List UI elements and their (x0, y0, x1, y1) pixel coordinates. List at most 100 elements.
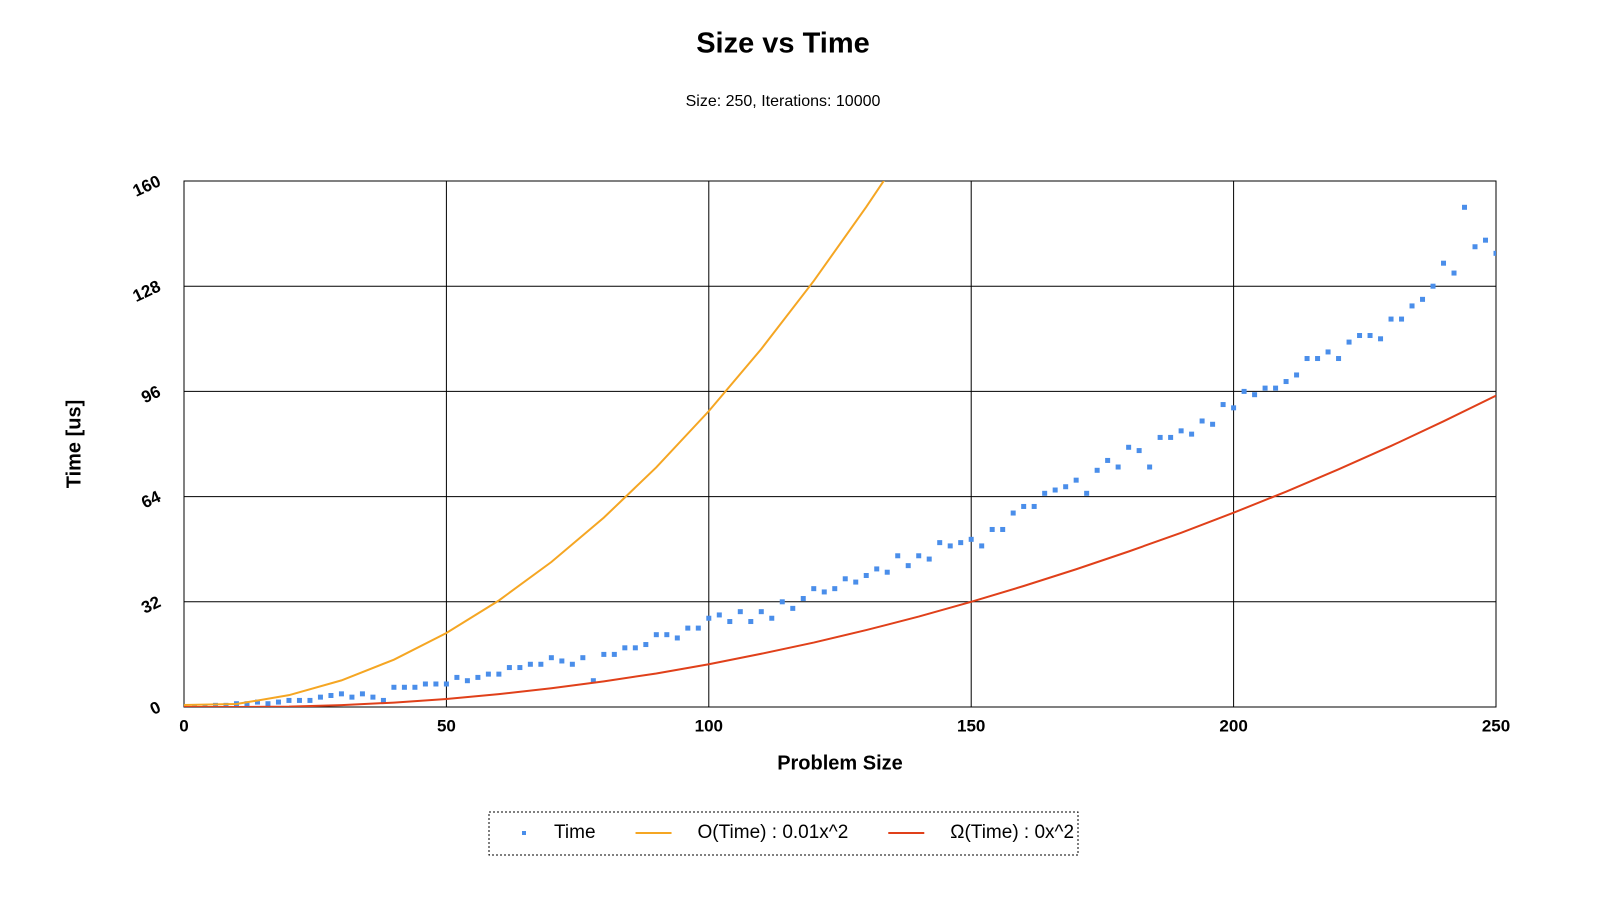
point (401, 684, 407, 690)
point (1073, 477, 1079, 483)
point (1262, 385, 1268, 391)
y-tick-label: 160 (130, 171, 164, 200)
point (1031, 503, 1037, 509)
point (1115, 464, 1121, 470)
point (1252, 392, 1258, 398)
point (1199, 418, 1205, 424)
point (485, 671, 491, 677)
point (275, 699, 281, 705)
point (391, 684, 397, 690)
point (706, 615, 712, 621)
point (317, 694, 323, 700)
x-tick-label: 100 (695, 716, 723, 735)
point (643, 642, 649, 648)
point (370, 694, 376, 700)
point (979, 543, 985, 549)
point (664, 632, 670, 638)
point (611, 651, 617, 657)
point (727, 619, 733, 625)
legend-label: O(Time) : 0.01x^2 (698, 822, 849, 843)
point (1094, 467, 1100, 473)
point (1136, 448, 1142, 454)
point (359, 691, 365, 697)
point (1430, 283, 1436, 289)
point (1462, 204, 1468, 210)
point (947, 543, 953, 549)
point (1273, 385, 1279, 391)
point (1241, 388, 1247, 394)
point (1283, 379, 1289, 385)
point (905, 563, 911, 569)
point (811, 586, 817, 592)
point (1189, 431, 1195, 437)
point (296, 697, 302, 703)
point (590, 678, 596, 684)
point (464, 678, 470, 684)
point (790, 605, 796, 611)
x-tick-label: 50 (437, 716, 456, 735)
point (244, 701, 250, 707)
point (338, 691, 344, 697)
point (1220, 402, 1226, 408)
point (412, 684, 418, 690)
point (1147, 464, 1153, 470)
point (569, 661, 575, 667)
point (1105, 457, 1111, 463)
point (380, 697, 386, 703)
point (1357, 333, 1363, 339)
y-axis-label: Time [us] (63, 400, 85, 489)
legend-label: Ω(Time) : 0x^2 (950, 822, 1074, 843)
point (538, 661, 544, 667)
point (968, 536, 974, 542)
point (496, 671, 502, 677)
point (202, 704, 208, 707)
point (601, 651, 607, 657)
point (1441, 260, 1447, 266)
chart-subtitle: Size: 250, Iterations: 10000 (686, 93, 881, 110)
point (1388, 316, 1394, 322)
point (769, 615, 775, 621)
point (937, 540, 943, 546)
point (1063, 484, 1069, 490)
point (716, 612, 722, 618)
point (1367, 333, 1373, 339)
point (1378, 336, 1384, 342)
point (632, 645, 638, 651)
point (1042, 490, 1048, 496)
point (1472, 244, 1478, 250)
point (1000, 526, 1006, 532)
point (580, 655, 586, 661)
x-tick-label: 0 (179, 716, 188, 735)
point (1294, 372, 1300, 378)
point (832, 586, 838, 592)
point (685, 625, 691, 631)
y-tick-label: 96 (138, 382, 163, 407)
point (254, 699, 260, 705)
point (989, 526, 995, 532)
point (1010, 510, 1016, 516)
point (506, 665, 512, 671)
point (695, 625, 701, 631)
line (184, 181, 885, 707)
point (958, 540, 964, 546)
point (1126, 444, 1132, 450)
y-tick-label: 64 (138, 487, 164, 512)
point (1451, 270, 1457, 276)
point (475, 674, 481, 680)
point (1231, 405, 1237, 411)
point (1178, 428, 1184, 434)
point (527, 661, 533, 667)
point (779, 599, 785, 605)
plot-frame (183, 180, 1497, 708)
point (517, 665, 523, 671)
point (286, 697, 292, 703)
point (1336, 356, 1342, 362)
legend-marker (522, 831, 526, 835)
point (1483, 237, 1489, 243)
point (874, 566, 880, 572)
point (748, 619, 754, 625)
point (1409, 303, 1415, 309)
chart-title: Size vs Time (696, 28, 870, 60)
y-tick-label: 128 (130, 277, 164, 306)
